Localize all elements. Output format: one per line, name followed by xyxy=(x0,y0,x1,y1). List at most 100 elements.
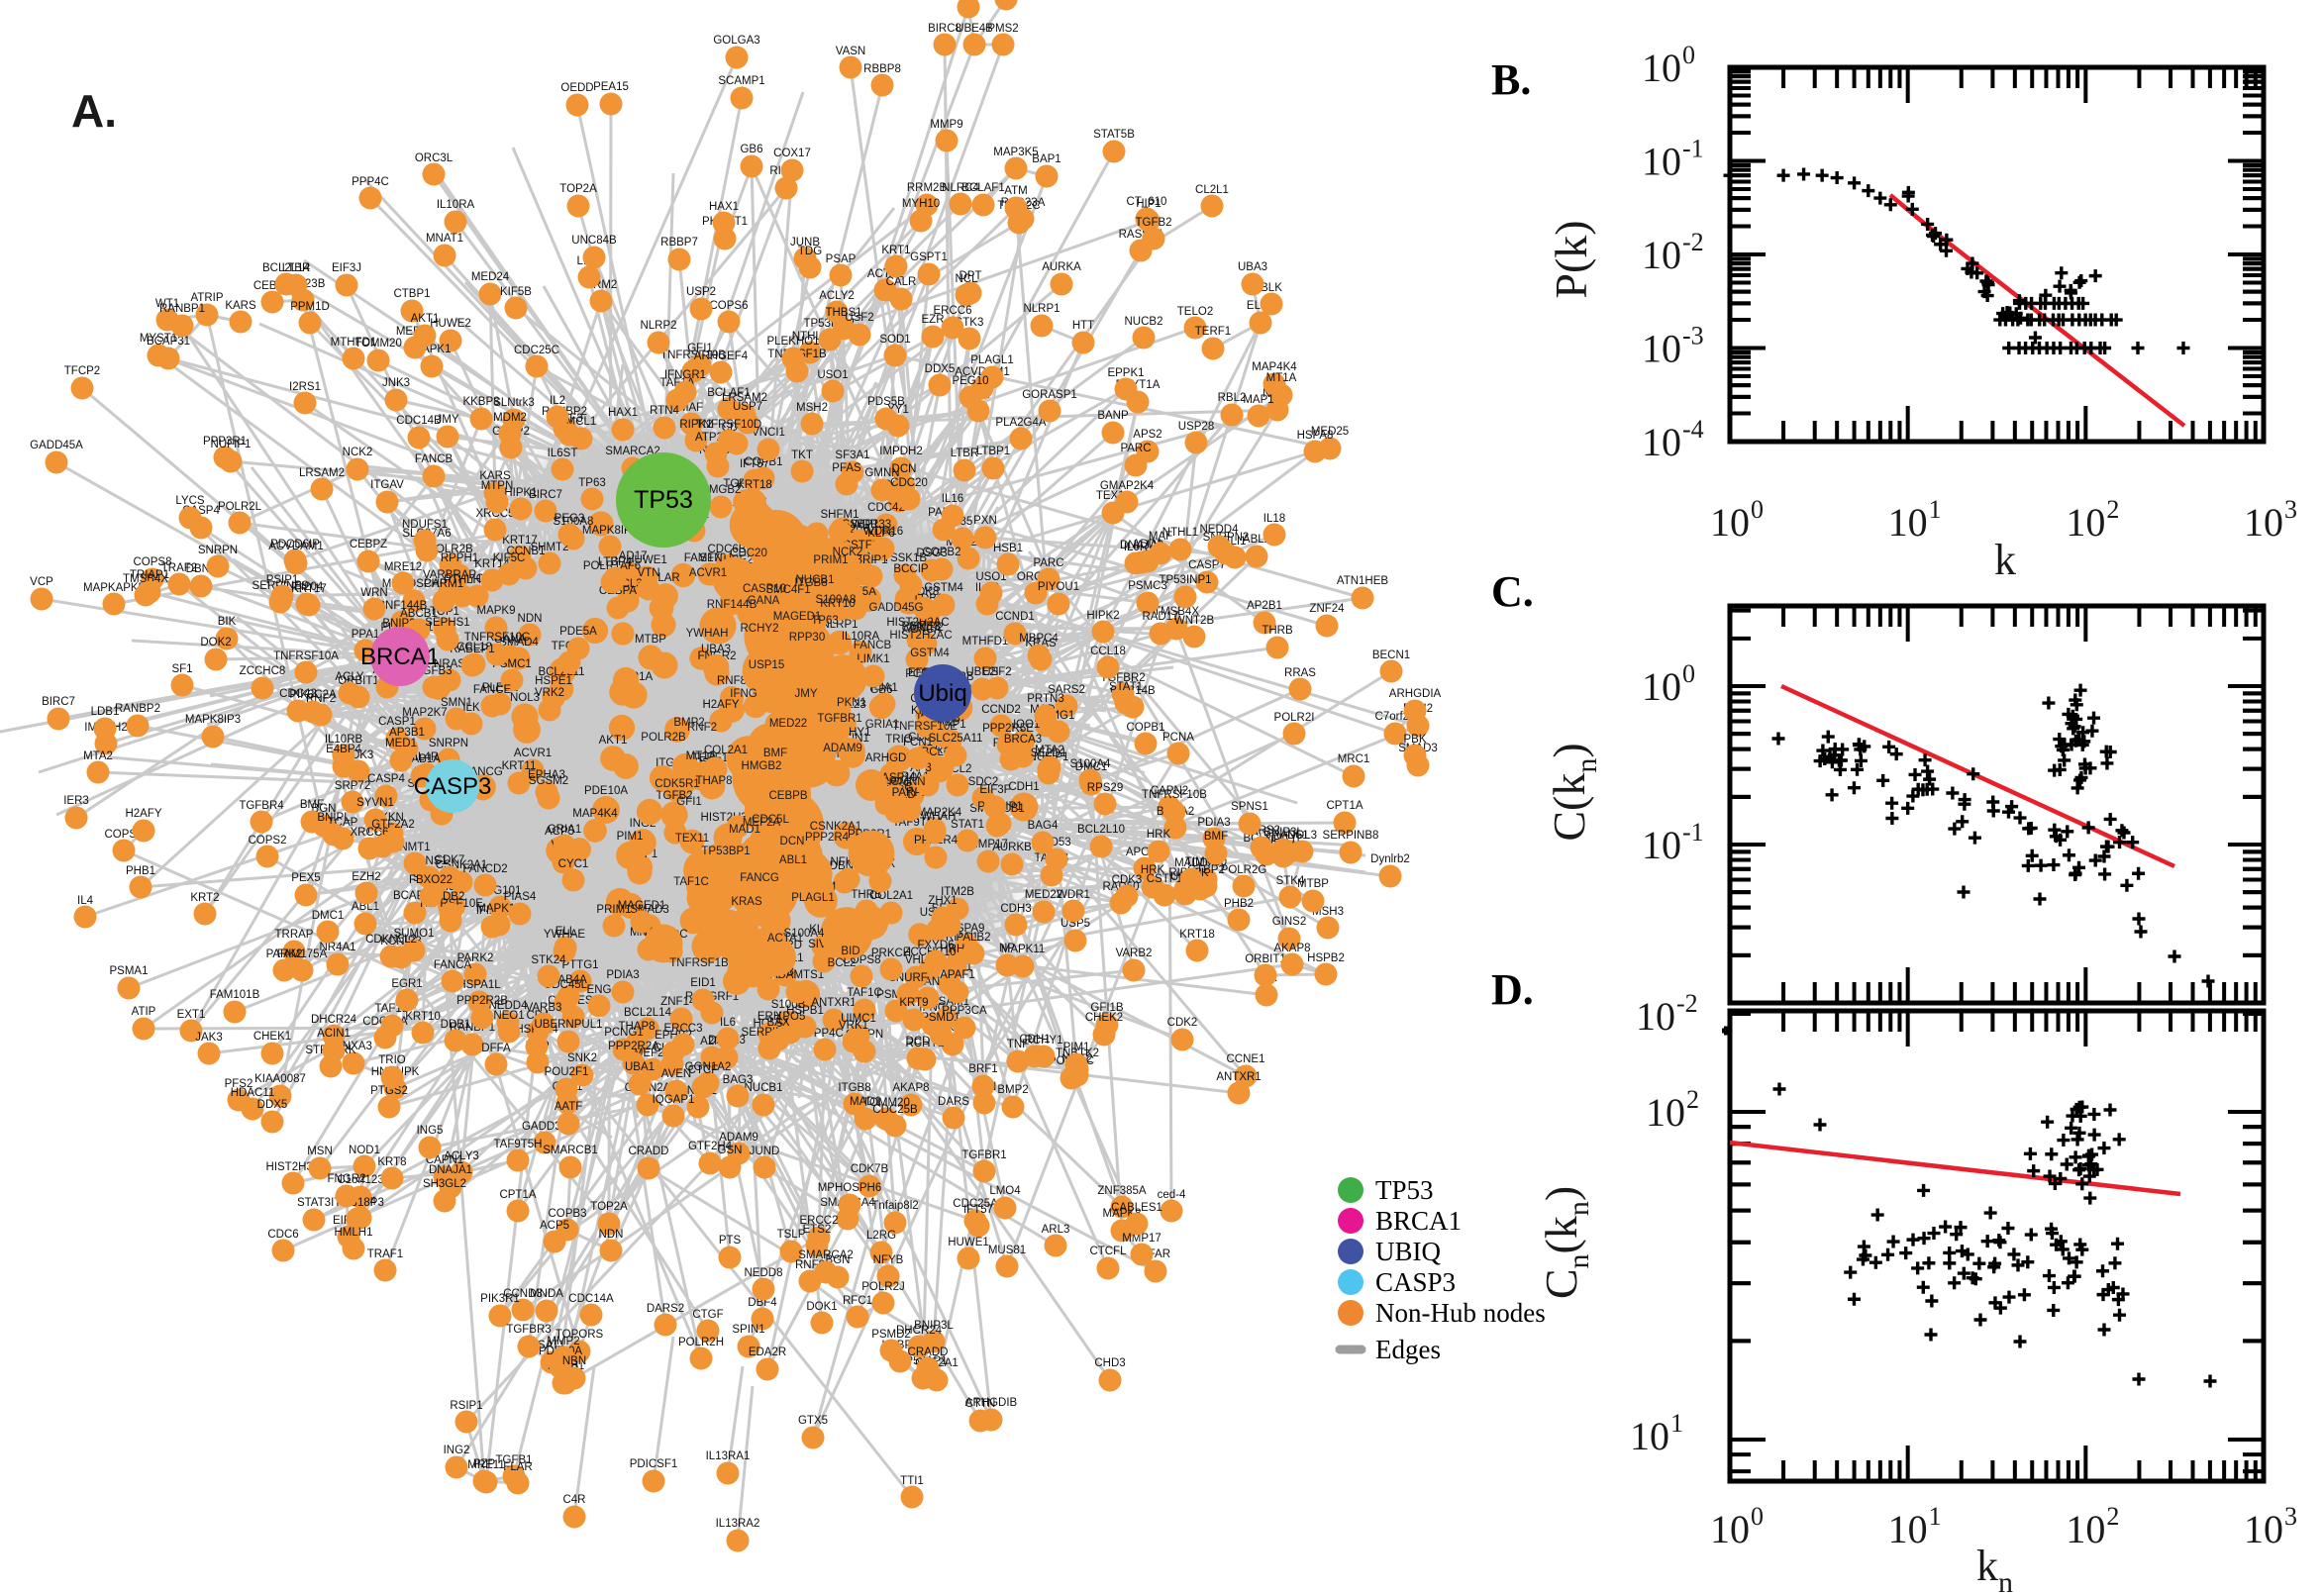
svg-text:HRK: HRK xyxy=(1141,864,1165,876)
svg-text:VRK2: VRK2 xyxy=(535,687,564,699)
svg-text:BGN: BGN xyxy=(312,803,337,815)
svg-text:NOL3: NOL3 xyxy=(510,692,540,704)
svg-text:C1orf123: C1orf123 xyxy=(337,1174,383,1186)
svg-text:MBPC4: MBPC4 xyxy=(1019,633,1059,645)
svg-text:RPP30: RPP30 xyxy=(789,632,825,644)
svg-text:CALR: CALR xyxy=(886,276,917,288)
svg-text:10: 10 xyxy=(1642,233,1681,277)
svg-text:PLEKHO1: PLEKHO1 xyxy=(766,336,819,348)
svg-text:AKT1: AKT1 xyxy=(411,313,440,325)
svg-text:PMS2: PMS2 xyxy=(987,23,1018,35)
svg-text:MED25: MED25 xyxy=(1311,426,1349,438)
svg-text:ZNF148: ZNF148 xyxy=(660,996,702,1008)
svg-text:PEA15: PEA15 xyxy=(593,81,629,93)
svg-text:NDN: NDN xyxy=(599,1229,624,1241)
svg-text:PRKCH: PRKCH xyxy=(871,948,911,959)
svg-text:ACACA: ACACA xyxy=(902,624,942,636)
svg-text:CEBPZ: CEBPZ xyxy=(350,539,387,550)
svg-text:FANCD2: FANCD2 xyxy=(462,863,507,875)
svg-text:SF3A1: SF3A1 xyxy=(835,449,869,461)
svg-text:POLR2J: POLR2J xyxy=(861,1281,904,1293)
svg-text:NOD1: NOD1 xyxy=(349,1145,380,1156)
svg-text:CASP3: CASP3 xyxy=(414,773,492,800)
svg-text:ITGAV: ITGAV xyxy=(370,479,404,491)
svg-text:ORC3L: ORC3L xyxy=(415,152,454,164)
svg-text:0: 0 xyxy=(1751,1502,1764,1531)
svg-text:NDUFS1: NDUFS1 xyxy=(402,519,448,531)
svg-text:LDB1: LDB1 xyxy=(91,706,120,718)
svg-text:GB6: GB6 xyxy=(740,144,762,155)
svg-text:SHMT2: SHMT2 xyxy=(531,542,569,553)
svg-text:PDCD6IP: PDCD6IP xyxy=(270,539,320,550)
svg-text:1: 1 xyxy=(1670,1409,1683,1438)
svg-text:TNFRSF10E: TNFRSF10E xyxy=(892,721,958,733)
svg-text:MTBP: MTBP xyxy=(1297,878,1329,890)
svg-text:NFYB: NFYB xyxy=(873,1254,904,1266)
svg-text:MTPN: MTPN xyxy=(481,480,514,492)
svg-text:ERCC2: ERCC2 xyxy=(800,1215,839,1227)
svg-text:USP28: USP28 xyxy=(1178,421,1214,433)
svg-text:HUWE1: HUWE1 xyxy=(948,1237,989,1248)
svg-text:SNRPN: SNRPN xyxy=(198,545,238,556)
svg-text:CHD3: CHD3 xyxy=(1094,1357,1125,1369)
svg-text:HUWE1: HUWE1 xyxy=(626,554,667,566)
svg-text:RBBP8: RBBP8 xyxy=(863,63,901,75)
svg-text:PSAP: PSAP xyxy=(826,253,857,265)
svg-text:TNFRSF10B: TNFRSF10B xyxy=(660,349,726,361)
svg-text:TOMM20: TOMM20 xyxy=(862,1097,910,1109)
svg-text:STK4: STK4 xyxy=(1276,875,1305,887)
svg-text:SHFM1: SHFM1 xyxy=(821,509,859,521)
svg-text:GADD34: GADD34 xyxy=(522,1121,568,1133)
svg-text:CDK7: CDK7 xyxy=(435,854,465,866)
svg-text:SH3GL2: SH3GL2 xyxy=(423,1178,466,1190)
svg-text:RNF144B: RNF144B xyxy=(377,600,428,612)
svg-text:IFT57: IFT57 xyxy=(963,1204,993,1216)
svg-text:MAPK11: MAPK11 xyxy=(1001,944,1046,955)
svg-text:NUCB1: NUCB1 xyxy=(796,574,835,586)
svg-text:-1: -1 xyxy=(1682,818,1704,847)
svg-text:DCN: DCN xyxy=(780,836,805,848)
svg-text:ZNF385A: ZNF385A xyxy=(1097,1185,1147,1197)
svg-text:EDA2R: EDA2R xyxy=(749,1347,786,1358)
svg-text:WDR33: WDR33 xyxy=(852,519,891,531)
svg-text:10: 10 xyxy=(1888,500,1928,545)
svg-text:PRIM1: PRIM1 xyxy=(596,904,631,916)
svg-text:NUFIP1: NUFIP1 xyxy=(211,439,252,450)
svg-text:SMARCB1: SMARCB1 xyxy=(543,1145,598,1156)
svg-text:UBERNPUL1: UBERNPUL1 xyxy=(534,1019,602,1031)
svg-text:PDS5B: PDS5B xyxy=(867,396,905,408)
svg-text:IL6ST: IL6ST xyxy=(548,448,578,459)
svg-text:JNK3: JNK3 xyxy=(382,377,410,389)
svg-text:Non-Hub nodes: Non-Hub nodes xyxy=(1375,1298,1546,1328)
svg-text:BIK: BIK xyxy=(218,616,237,628)
svg-text:BRCA1: BRCA1 xyxy=(1375,1206,1462,1236)
svg-text:OEDD: OEDD xyxy=(560,82,593,94)
svg-text:MAD1: MAD1 xyxy=(850,1096,881,1108)
svg-text:CARM1: CARM1 xyxy=(424,578,463,590)
svg-text:THRB: THRB xyxy=(851,889,882,901)
svg-text:TNFRSF10C: TNFRSF10C xyxy=(464,632,530,644)
svg-text:IL16: IL16 xyxy=(942,493,963,505)
svg-text:A.: A. xyxy=(71,85,117,137)
svg-text:ARHGDIA: ARHGDIA xyxy=(865,752,918,764)
svg-text:COPS2: COPS2 xyxy=(249,835,287,847)
svg-text:GADD45A: GADD45A xyxy=(30,440,83,451)
svg-text:0: 0 xyxy=(1682,41,1695,69)
svg-text:RAD17: RAD17 xyxy=(610,550,647,562)
svg-text:YWHAE: YWHAE xyxy=(544,929,586,941)
svg-text:KRT9: KRT9 xyxy=(899,997,928,1009)
svg-text:TNFRSF1B: TNFRSF1B xyxy=(669,957,729,969)
svg-text:PIK3C2A: PIK3C2A xyxy=(289,689,337,701)
svg-text:ACLY: ACLY xyxy=(335,671,364,683)
svg-text:TP53: TP53 xyxy=(1375,1175,1434,1205)
svg-text:TGFB2: TGFB2 xyxy=(1135,217,1171,229)
svg-text:ZHX1: ZHX1 xyxy=(928,895,957,907)
svg-text:TDG: TDG xyxy=(798,246,822,257)
svg-text:YWHAH: YWHAH xyxy=(914,811,957,823)
svg-text:STAT5B: STAT5B xyxy=(1093,129,1135,141)
svg-text:TP53BP1: TP53BP1 xyxy=(701,846,750,857)
svg-text:CDK7B: CDK7B xyxy=(851,1163,889,1175)
svg-text:k: k xyxy=(1994,536,2016,584)
svg-text:CCND3: CCND3 xyxy=(503,1288,543,1300)
svg-text:RIPK2: RIPK2 xyxy=(679,419,712,431)
